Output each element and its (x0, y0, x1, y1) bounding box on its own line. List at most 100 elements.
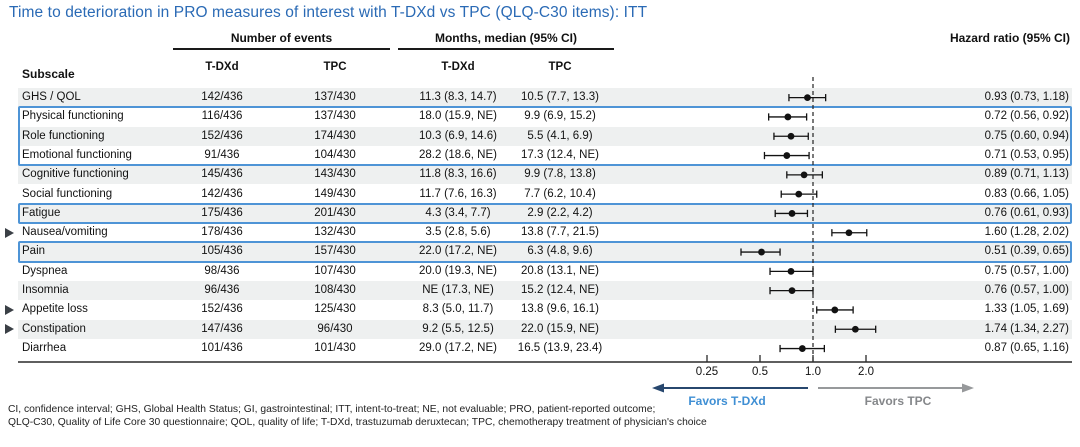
hazard-ratio-cell: 0.89 (0.71, 1.13) (984, 168, 1069, 181)
point-estimate (784, 113, 792, 121)
hazard-ratio-cell: 0.93 (0.73, 1.18) (984, 91, 1069, 103)
events-tdxd-cell: 145/436 (201, 168, 243, 181)
months-tpc-cell: 9.9 (7.8, 13.8) (524, 168, 596, 181)
months-tpc-cell: 7.7 (6.2, 10.4) (524, 187, 596, 200)
months-tdxd-cell: 9.2 (5.5, 12.5) (422, 322, 494, 335)
months-tpc-cell: 22.0 (15.9, NE) (521, 322, 599, 335)
months-tdxd-cell: 20.0 (19.3, NE) (419, 264, 497, 277)
subscale-name: Fatigue (22, 206, 61, 219)
months-tdxd-cell: 8.3 (5.0, 11.7) (422, 303, 494, 316)
hazard-ratio-cell: 0.76 (0.61, 0.93) (984, 206, 1069, 219)
point-estimate (787, 132, 795, 140)
table-row: Pain 105/436 157/430 22.0 (17.2, NE) 6.3 (4.… (18, 242, 1072, 262)
months-tpc-cell: 9.9 (6.9, 15.2) (524, 110, 596, 123)
subscale-name: Physical functioning (22, 110, 124, 123)
favors-tdxd-label: Favors T-DXd (688, 394, 766, 408)
events-tdxd-cell: 116/436 (201, 110, 243, 123)
table-row: Cognitive functioning 145/436 143/430 11.8 … (18, 165, 1072, 185)
months-tpc-cell: 17.3 (12.4, NE) (521, 148, 599, 161)
events-tdxd-cell: 152/436 (201, 129, 243, 142)
months-tdxd-cell: 28.2 (18.6, NE) (419, 148, 497, 161)
axis-tick-label: 2.0 (858, 366, 874, 378)
point-estimate (783, 152, 791, 159)
point-estimate (758, 248, 765, 256)
subscale-name: Dyspnea (22, 264, 68, 277)
months-group-header: Months, median (95% CI) (434, 31, 577, 45)
subscale-column-header: Subscale (22, 67, 75, 81)
hazard-ratio-cell: 0.75 (0.57, 1.00) (984, 264, 1069, 277)
months-tpc-cell: 10.5 (7.7, 13.3) (521, 91, 599, 103)
events-tdxd-cell: 91/436 (204, 148, 240, 161)
months-tpc-subheader: TPC (548, 61, 572, 73)
hazard-ratio-cell: 0.72 (0.56, 0.92) (984, 110, 1069, 123)
events-tpc-cell: 107/430 (314, 264, 356, 277)
months-tdxd-cell: NE (17.3, NE) (422, 284, 494, 296)
months-tdxd-cell: 10.3 (6.9, 14.6) (419, 129, 497, 142)
months-tdxd-cell: 11.8 (8.3, 16.6) (419, 168, 497, 181)
table-row: Emotional functioning 91/436 104/430 28.2 (… (18, 146, 1072, 165)
point-estimate (851, 325, 859, 333)
months-tdxd-cell: 18.0 (15.9, NE) (419, 110, 497, 123)
page-title: Time to deterioration in PRO measures of… (9, 4, 648, 21)
events-tpc-cell: 104/430 (314, 148, 356, 161)
point-estimate (831, 306, 839, 314)
point-estimate (788, 210, 796, 217)
gi-symptom-flag-icon (5, 304, 14, 315)
events-tdxd-cell: 101/436 (201, 341, 243, 354)
hazard-ratio-cell: 0.71 (0.53, 0.95) (984, 148, 1069, 161)
favors-tpc-label: Favors TPC (864, 394, 932, 408)
table-row: Physical functioning 116/436 137/430 18.0 (… (18, 107, 1072, 126)
events-tdxd-cell: 142/436 (201, 91, 243, 103)
hazard-ratio-cell: 1.33 (1.05, 1.69) (984, 303, 1069, 316)
table-row: Insomnia 96/436 108/430 NE (17.3, NE) 15.2 (… (18, 281, 1072, 301)
events-tpc-cell: 132/430 (314, 226, 356, 239)
gi-symptom-flag-icon (5, 324, 14, 335)
months-tdxd-cell: 11.7 (7.6, 16.3) (419, 187, 497, 200)
months-tdxd-cell: 22.0 (17.2, NE) (419, 245, 497, 258)
axis-tick-label: 0.5 (752, 366, 768, 378)
subscale-name: Social functioning (22, 187, 113, 200)
events-tpc-cell: 125/430 (314, 303, 356, 316)
axis-tick-label: 1.0 (805, 366, 821, 378)
footnote-line-1: CI, confidence interval; GHS, Global Hea… (8, 404, 656, 415)
events-tdxd-subheader: T-DXd (205, 61, 239, 73)
table-row: Fatigue 175/436 201/430 4.3 (3.4, 7.7) 2.9 (… (18, 203, 1072, 224)
events-tdxd-cell: 147/436 (201, 322, 243, 335)
events-tpc-cell: 137/430 (314, 91, 356, 103)
events-tpc-cell: 143/430 (314, 168, 356, 181)
months-tpc-cell: 6.3 (4.8, 9.6) (527, 245, 593, 258)
events-tdxd-cell: 96/436 (204, 284, 240, 296)
gi-symptom-flag-icon (5, 227, 14, 238)
events-tdxd-cell: 178/436 (201, 226, 243, 239)
months-tdxd-cell: 11.3 (8.3, 14.7) (419, 91, 497, 103)
months-tpc-cell: 5.5 (4.1, 6.9) (527, 129, 593, 142)
subscale-name: Cognitive functioning (22, 168, 129, 181)
point-estimate (845, 229, 853, 237)
table-row: Dyspnea 98/436 107/430 20.0 (19.3, NE) 20.8 … (18, 262, 1072, 281)
events-tdxd-cell: 152/436 (201, 303, 243, 316)
months-tpc-cell: 20.8 (13.1, NE) (521, 264, 599, 277)
hazard-ratio-cell: 0.76 (0.57, 1.00) (984, 284, 1069, 296)
subscale-name: Pain (22, 245, 46, 258)
table-row: Social functioning 142/436 149/430 11.7 (7.… (18, 185, 1072, 204)
events-tdxd-cell: 175/436 (201, 206, 243, 219)
subscale-name: Role functioning (22, 129, 105, 142)
point-estimate (800, 171, 808, 179)
months-tpc-cell: 2.9 (2.2, 4.2) (527, 206, 593, 219)
events-tdxd-cell: 142/436 (201, 187, 243, 200)
table-row: Appetite loss 152/436 125/430 8.3 (5.0, 11.… (18, 300, 1072, 319)
events-tpc-cell: 101/430 (314, 341, 356, 354)
months-tpc-cell: 13.8 (9.6, 16.1) (521, 303, 599, 316)
hazard-ratio-header: Hazard ratio (95% CI) (949, 31, 1070, 45)
events-group-header: Number of events (230, 31, 333, 45)
table-row: Constipation 147/436 96/430 9.2 (5.5, 12.5)… (18, 319, 1072, 339)
footnote-line-2: QLQ-C30, Quality of Life Core 30 questio… (8, 417, 707, 428)
axis-tick-label: 0.25 (695, 366, 719, 378)
months-tpc-cell: 15.2 (12.4, NE) (521, 284, 599, 296)
events-tdxd-cell: 98/436 (204, 264, 240, 277)
subscale-name: Insomnia (22, 284, 69, 296)
point-estimate (787, 267, 795, 275)
months-tdxd-cell: 3.5 (2.8, 5.6) (425, 226, 491, 239)
